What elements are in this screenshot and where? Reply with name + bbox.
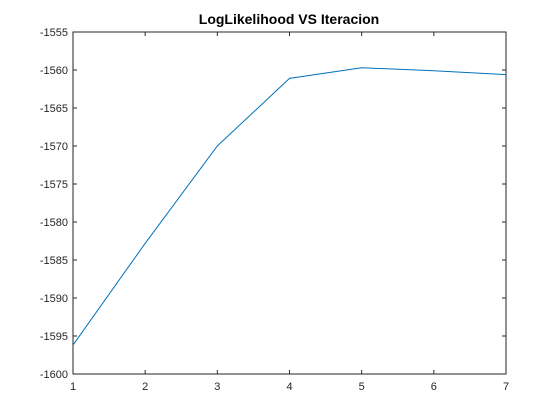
y-tick-label: -1565: [40, 103, 68, 115]
y-tick-label: -1580: [40, 217, 68, 229]
y-tick-label: -1555: [40, 27, 68, 39]
x-tick-label: 1: [70, 381, 76, 393]
x-tick-label: 7: [503, 381, 509, 393]
y-tick-label: -1570: [40, 141, 68, 153]
y-tick-label: -1590: [40, 293, 68, 305]
x-tick-label: 4: [286, 381, 292, 393]
y-tick-label: -1600: [40, 369, 68, 381]
x-tick-label: 5: [359, 381, 365, 393]
series: [72, 67, 507, 346]
y-tick-label: -1575: [40, 179, 68, 191]
y-tick-label: -1595: [40, 331, 68, 343]
y-tick-label: -1585: [40, 255, 68, 267]
x-tick-label: 3: [214, 381, 220, 393]
y-tick-label: -1560: [40, 65, 68, 77]
x-tick-label: 2: [142, 381, 148, 393]
x-tick-label: 6: [431, 381, 437, 393]
series-line: [72, 67, 507, 346]
ticks: 1 2 3 4 5 6 7 -1600 -1595 -1590 -1585 -1580 -1575 -15…: [40, 27, 509, 393]
chart-title: LogLikelihood VS Iteracion: [199, 11, 379, 27]
